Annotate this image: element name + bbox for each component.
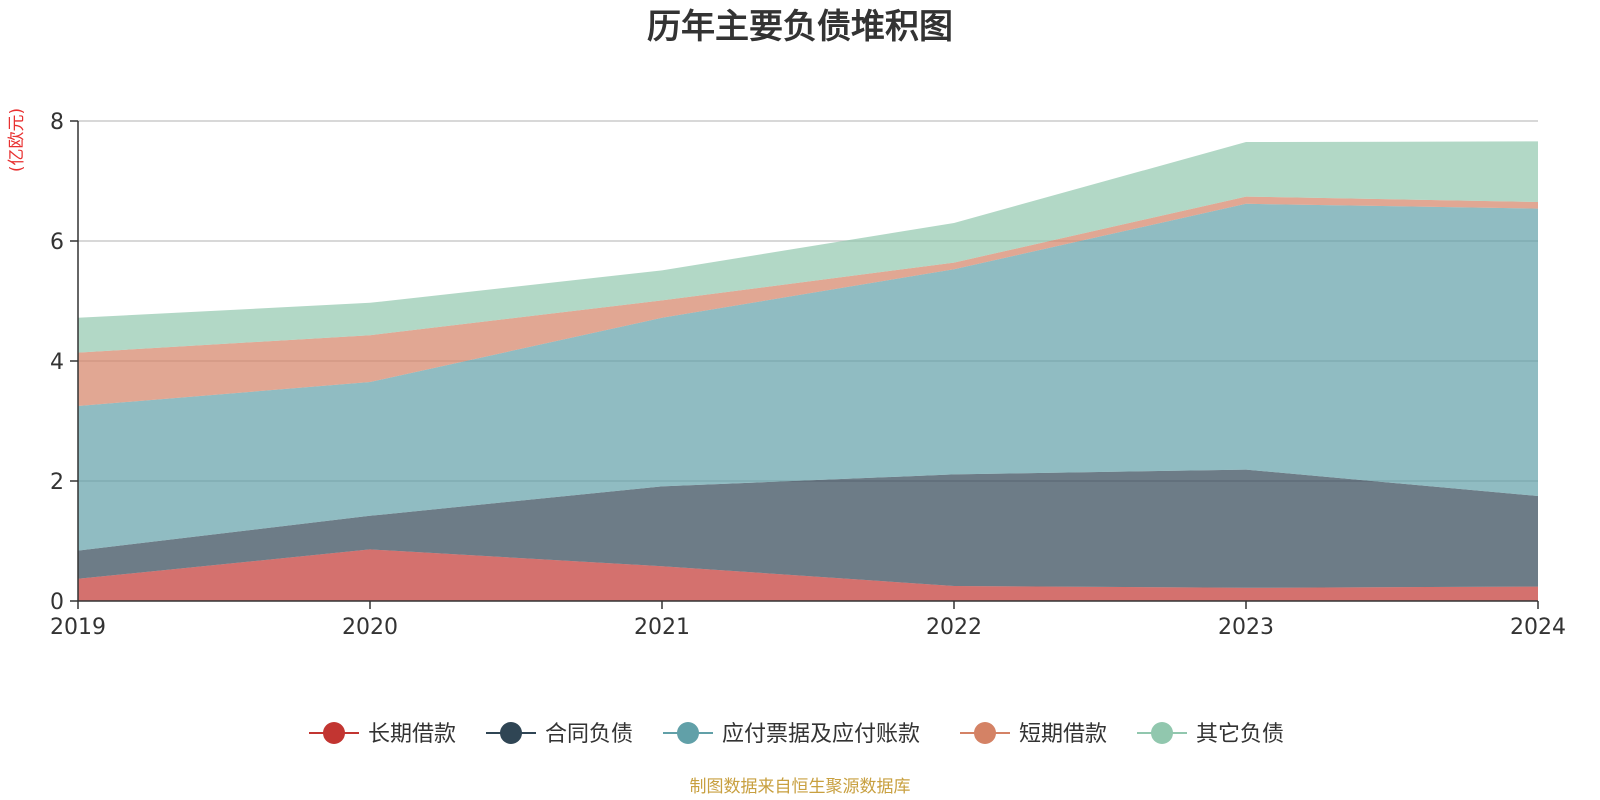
area-series-4[interactable] [78, 141, 1538, 353]
x-tick-label: 2022 [926, 615, 982, 640]
legend-item-4[interactable]: 其它负债 [1137, 722, 1284, 747]
y-tick-label: 8 [50, 110, 64, 135]
legend-label: 其它负债 [1196, 722, 1284, 747]
x-tick-label: 2021 [634, 615, 690, 640]
legend-item-0[interactable]: 长期借款 [309, 722, 456, 747]
area-series-2[interactable] [78, 203, 1538, 551]
legend-label: 长期借款 [368, 722, 456, 747]
x-tick-label: 2019 [50, 615, 106, 640]
y-tick-label: 0 [50, 590, 64, 615]
area-series-0[interactable] [78, 549, 1538, 601]
legend-circle-icon [974, 722, 996, 744]
y-tick-label: 2 [50, 470, 64, 495]
unit-label: (亿欧元) [7, 108, 27, 172]
legend-item-1[interactable]: 合同负债 [486, 722, 633, 747]
x-tick-label: 2024 [1510, 615, 1566, 640]
axes: 0 2 4 6 8 2019 2020 2021 2022 2023 2024 [50, 110, 1566, 640]
legend[interactable]: 长期借款 合同负债 应付票据及应付账款 短期借款 其它负债 [309, 722, 1284, 747]
source-note: 制图数据来自恒生聚源数据库 [690, 777, 911, 797]
legend-label: 合同负债 [545, 722, 633, 747]
chart-title: 历年主要负债堆积图 [647, 7, 953, 47]
area-series-3[interactable] [78, 196, 1538, 406]
legend-circle-icon [677, 722, 699, 744]
y-tick-label: 6 [50, 230, 64, 255]
x-tick-label: 2023 [1218, 615, 1274, 640]
legend-item-3[interactable]: 短期借款 [960, 722, 1107, 747]
legend-item-2[interactable]: 应付票据及应付账款 [663, 722, 920, 747]
legend-label: 短期借款 [1019, 722, 1107, 747]
legend-label: 应付票据及应付账款 [722, 722, 920, 747]
legend-circle-icon [500, 722, 522, 744]
legend-circle-icon [323, 722, 345, 744]
area-series-group [78, 141, 1538, 601]
area-series-1[interactable] [78, 469, 1538, 588]
x-tick-label: 2020 [342, 615, 398, 640]
legend-circle-icon [1151, 722, 1173, 744]
y-tick-label: 4 [50, 350, 64, 375]
